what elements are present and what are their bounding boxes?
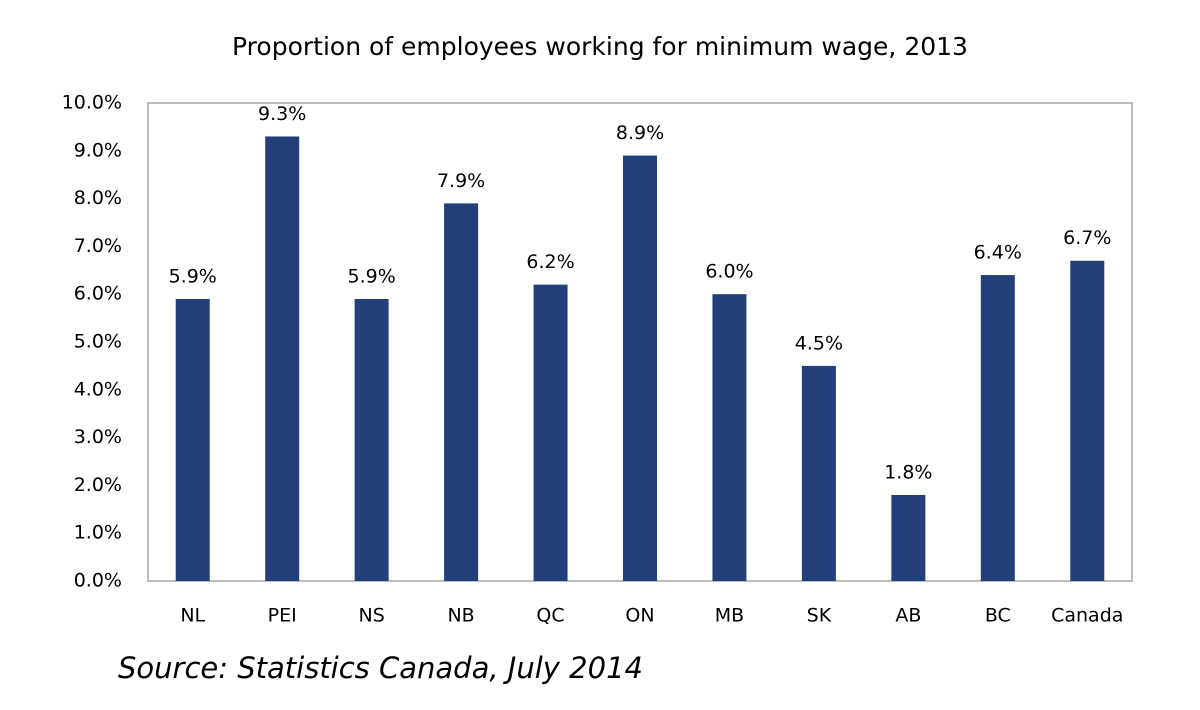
value-label: 9.3% (258, 103, 306, 125)
bar (533, 284, 568, 581)
bar (354, 298, 389, 581)
bar (891, 494, 926, 581)
y-tick-label: 10.0% (62, 92, 122, 114)
x-tick-label: NL (180, 605, 205, 627)
x-tick-label: BC (985, 605, 1011, 627)
value-label: 6.7% (1063, 227, 1111, 249)
value-label: 4.5% (795, 332, 843, 354)
value-label: 6.2% (526, 251, 574, 273)
x-tick-label: SK (807, 605, 832, 627)
value-label: 5.9% (169, 265, 217, 287)
value-label: 5.9% (347, 265, 395, 287)
x-tick-label: Canada (1051, 605, 1123, 627)
y-tick-label: 1.0% (74, 522, 122, 544)
y-tick-label: 6.0% (74, 283, 122, 305)
y-tick-label: 5.0% (74, 331, 122, 353)
y-tick-label: 3.0% (74, 426, 122, 448)
x-tick-label: NS (358, 605, 384, 627)
source-note: Source: Statistics Canada, July 2014 (118, 651, 643, 685)
bar (623, 155, 657, 581)
x-tick-label: MB (715, 605, 744, 627)
bar (712, 294, 747, 581)
y-tick-label: 9.0% (74, 139, 122, 161)
bar (444, 203, 479, 581)
value-label: 8.9% (616, 122, 664, 144)
bar (801, 365, 836, 581)
value-label: 6.0% (705, 261, 753, 283)
x-tick-label: NB (447, 605, 474, 627)
chart-title: Proportion of employees working for mini… (232, 32, 968, 61)
bar (980, 275, 1015, 581)
bar (265, 136, 300, 581)
y-tick-label: 2.0% (74, 474, 122, 496)
bar (175, 298, 210, 581)
value-label: 1.8% (884, 461, 932, 483)
y-tick-label: 4.0% (74, 378, 122, 400)
x-tick-label: PEI (268, 605, 297, 627)
x-tick-label: ON (625, 605, 654, 627)
value-label: 6.4% (974, 242, 1022, 264)
y-tick-label: 8.0% (74, 187, 122, 209)
y-tick-label: 0.0% (74, 570, 122, 592)
value-label: 7.9% (437, 170, 485, 192)
x-tick-label: QC (536, 605, 564, 627)
x-tick-label: AB (895, 605, 921, 627)
bar (1070, 260, 1105, 581)
y-tick-label: 7.0% (74, 235, 122, 257)
